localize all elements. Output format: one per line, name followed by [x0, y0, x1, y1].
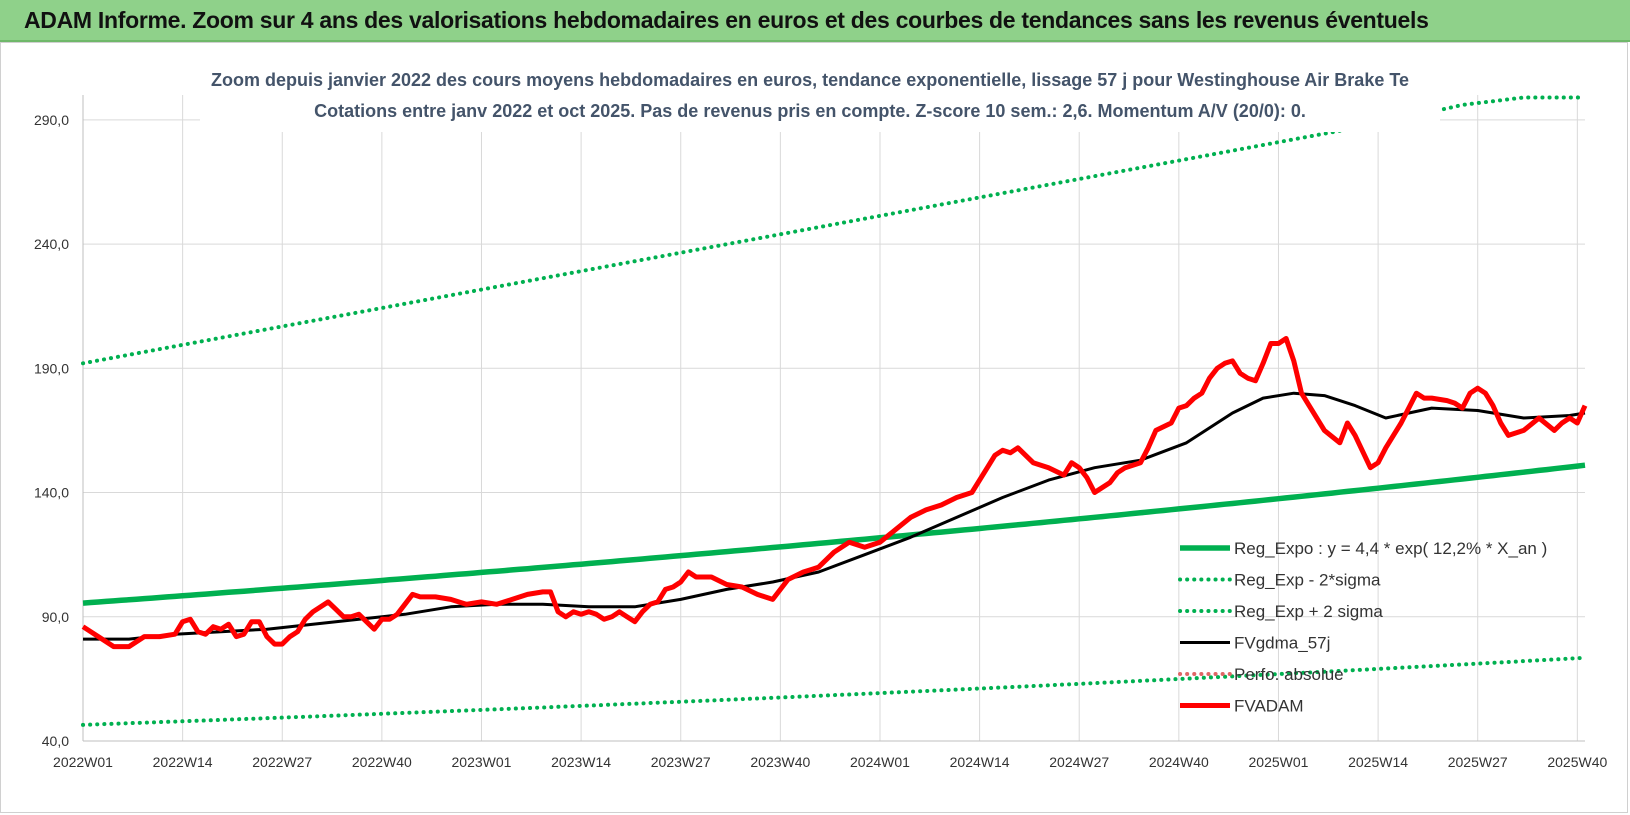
x-tick-label: 2023W14 — [551, 754, 611, 770]
x-tick-label: 2023W27 — [651, 754, 711, 770]
x-tick-label: 2025W27 — [1448, 754, 1508, 770]
chart-subtitle: Cotations entre janv 2022 et oct 2025. P… — [314, 101, 1306, 121]
x-tick-label: 2024W14 — [950, 754, 1010, 770]
title-backdrop — [200, 52, 1440, 132]
x-tick-label: 2024W01 — [850, 754, 910, 770]
series-line-1 — [81, 655, 1587, 727]
x-tick-label: 2024W40 — [1149, 754, 1209, 770]
legend-label: Reg_Exp + 2 sigma — [1234, 602, 1383, 621]
x-tick-label: 2022W14 — [153, 754, 213, 770]
y-tick-label: 190,0 — [34, 360, 69, 376]
x-tick-label: 2022W40 — [352, 754, 412, 770]
y-tick-label: 240,0 — [34, 236, 69, 252]
series-line-3 — [83, 391, 1586, 641]
x-tick-label: 2025W40 — [1547, 754, 1607, 770]
y-tick-label: 140,0 — [34, 485, 69, 501]
x-tick-label: 2025W14 — [1348, 754, 1408, 770]
legend-label: FVADAM — [1234, 697, 1304, 716]
series-line-0 — [82, 462, 1586, 606]
legend-label: FVgdma_57j — [1234, 634, 1330, 653]
x-tick-label: 2023W40 — [750, 754, 810, 770]
report-title: ADAM Informe. Zoom sur 4 ans des valoris… — [24, 7, 1429, 33]
y-tick-label: 40,0 — [42, 733, 69, 749]
chart-legend: Reg_Expo : y = 4,4 * exp( 12,2% * X_an )… — [1178, 539, 1547, 716]
x-tick-label: 2023W01 — [452, 754, 512, 770]
grid-lines — [82, 95, 1585, 742]
axes: 40,0 90,0 140,0 190,0 240,0 290,0 2022W01 2022W… — [34, 95, 1608, 770]
x-tick-label: 2025W01 — [1249, 754, 1309, 770]
y-tick-label: 290,0 — [34, 112, 69, 128]
legend-label: Reg_Exp - 2*sigma — [1234, 571, 1381, 590]
series-line-2 — [81, 95, 1587, 366]
legend-label: Perfo. absolue — [1234, 665, 1344, 684]
x-tick-label: 2022W27 — [252, 754, 312, 770]
report-banner: ADAM Informe. Zoom sur 4 ans des valoris… — [0, 0, 1630, 42]
x-tick-label: 2022W01 — [53, 754, 113, 770]
legend-label: Reg_Expo : y = 4,4 * exp( 12,2% * X_an ) — [1234, 539, 1547, 558]
series-lines — [81, 95, 1588, 727]
series-line-5 — [81, 336, 1588, 650]
y-tick-label: 90,0 — [42, 609, 69, 625]
chart-title: Zoom depuis janvier 2022 des cours moyen… — [211, 70, 1409, 90]
chart-frame — [0, 42, 1628, 813]
x-tick-label: 2024W27 — [1049, 754, 1109, 770]
